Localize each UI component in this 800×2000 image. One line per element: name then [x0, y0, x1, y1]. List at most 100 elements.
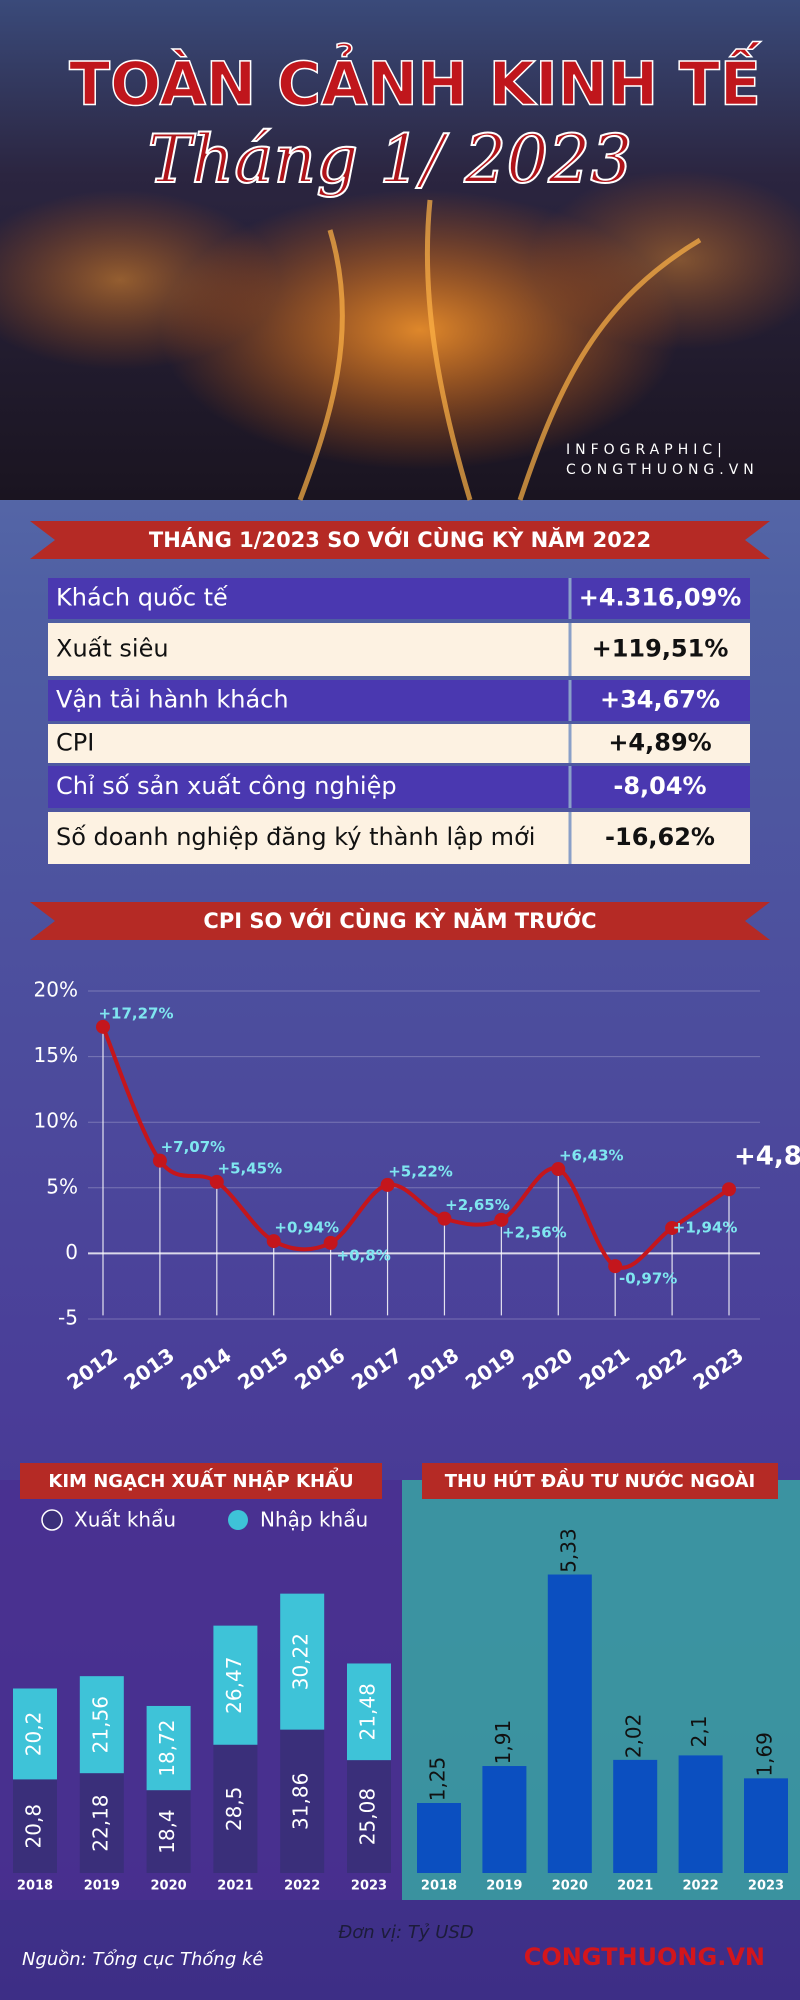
city-lights [530, 170, 800, 350]
point [551, 1162, 566, 1177]
bar [482, 1766, 527, 1873]
ribbon [422, 1463, 778, 1499]
bar [678, 1755, 723, 1873]
logo: CONGTHUONG.VN [524, 1943, 765, 1971]
chart-title: KIM NGẠCH XUẤT NHẬP KHẨU [48, 1467, 353, 1492]
summary-table: Khách quốc tế +4.316,09% Xuất siêu +119,51%… [48, 578, 750, 864]
row-label: Xuất siêu [56, 635, 169, 663]
row-value: -8,04% [613, 772, 706, 800]
point [323, 1235, 338, 1250]
value-label: +0,8% [337, 1246, 391, 1264]
value-label: 22,18 [88, 1794, 112, 1851]
header-title: TOÀN CẢNH KINH TẾ [69, 41, 762, 120]
header-subtitle: Tháng 1/ 2023 [148, 121, 633, 198]
value-label: -0,97% [619, 1270, 677, 1288]
bar-segment [79, 1773, 124, 1873]
x-tick-label: 2020 [151, 1879, 187, 1894]
bar-segment [79, 1676, 124, 1774]
point [209, 1174, 224, 1189]
chart-title: THU HÚT ĐẦU TƯ NƯỚC NGOÀI [445, 1468, 756, 1492]
y-tick-label: 0 [65, 1240, 78, 1264]
bar-segment [280, 1593, 325, 1730]
bar-segment [213, 1744, 258, 1873]
legend-swatch [228, 1510, 248, 1530]
table-title: THÁNG 1/2023 SO VỚI CÙNG KỲ NĂM 2022 [149, 527, 651, 552]
row-value: +4.316,09% [579, 584, 742, 612]
brand-line: CONGTHUONG.VN [566, 462, 759, 478]
ribbon [30, 521, 770, 559]
bar [547, 1574, 592, 1873]
point [266, 1234, 281, 1249]
panel [0, 1480, 402, 1900]
bar-segment [13, 1779, 57, 1873]
row-value: +34,67% [600, 686, 720, 714]
x-tick-label: 2023 [351, 1879, 387, 1894]
value-label: +7,07% [161, 1138, 226, 1156]
bar-segment [347, 1663, 391, 1761]
value-label: +6,43% [559, 1147, 624, 1165]
table-row [48, 766, 750, 808]
y-tick-label: 10% [34, 1109, 78, 1133]
city-roads [297, 199, 702, 501]
value-label: 1,25 [426, 1757, 450, 1802]
bar-segment [280, 1729, 325, 1873]
city-lights [0, 190, 280, 370]
value-label: 1,91 [491, 1720, 515, 1765]
value-label: 5,33 [556, 1528, 580, 1573]
value-label: +5,45% [218, 1159, 283, 1177]
value-label: 2,02 [622, 1714, 646, 1759]
value-label: +0,94% [274, 1219, 339, 1237]
point [494, 1212, 509, 1227]
point [96, 1019, 110, 1034]
row-value: +4,89% [608, 729, 711, 757]
value-label: +2,65% [445, 1196, 510, 1214]
bar [613, 1759, 658, 1873]
point [608, 1259, 623, 1274]
value-label: 26,47 [222, 1657, 246, 1714]
row-label: Vận tải hành khách [56, 686, 289, 714]
point [152, 1153, 167, 1168]
panel [402, 1480, 800, 1900]
ribbon [30, 902, 770, 940]
value-label: 20,8 [22, 1804, 46, 1849]
x-tick-label: 2018 [421, 1879, 457, 1894]
legend-label: Xuất khẩu [74, 1508, 176, 1532]
row-value: -16,62% [605, 823, 715, 851]
legend-label: Nhập khẩu [260, 1508, 368, 1532]
chart-title: CPI SO VỚI CÙNG KỲ NĂM TRƯỚC [203, 908, 596, 933]
y-tick-label: 20% [34, 978, 78, 1002]
x-tick-label: 2022 [284, 1879, 320, 1894]
value-label: 30,22 [289, 1633, 313, 1690]
unit-note: Đơn vị: Tỷ USD [338, 1922, 473, 1943]
x-tick-label: 2023 [748, 1879, 784, 1894]
legend-swatch [41, 1509, 63, 1531]
bar-segment [146, 1790, 191, 1873]
value-label: +1,94% [673, 1218, 738, 1236]
value-label: 28,5 [222, 1787, 246, 1832]
ribbon [20, 1463, 382, 1499]
brand-line: INFOGRAPHIC| [566, 442, 727, 458]
x-tick-label: 2021 [617, 1879, 653, 1894]
value-label: +5,22% [388, 1162, 453, 1180]
source-note: Nguồn: Tổng cục Thống kê [22, 1949, 263, 1970]
table-row [48, 680, 750, 721]
y-tick-label: -5 [58, 1306, 78, 1330]
table-row [48, 578, 750, 619]
value-label: +4,89% [734, 1142, 800, 1172]
row-value: +119,51% [592, 635, 729, 663]
y-tick-label: 5% [46, 1174, 78, 1198]
row-label: Khách quốc tế [56, 584, 228, 612]
point [437, 1211, 452, 1226]
value-label: 18,4 [155, 1809, 179, 1854]
row-label: Số doanh nghiệp đăng ký thành lập mới [56, 823, 535, 851]
bar-segment [13, 1688, 57, 1780]
value-label: +17,27% [98, 1004, 173, 1022]
x-tick-label: 2018 [17, 1879, 53, 1894]
row-label: Chỉ số sản xuất công nghiệp [56, 772, 397, 800]
value-label: 2,1 [687, 1715, 711, 1747]
value-label: 1,69 [753, 1732, 777, 1777]
point [665, 1220, 680, 1235]
table-row [48, 623, 750, 676]
bar-segment [146, 1705, 191, 1791]
